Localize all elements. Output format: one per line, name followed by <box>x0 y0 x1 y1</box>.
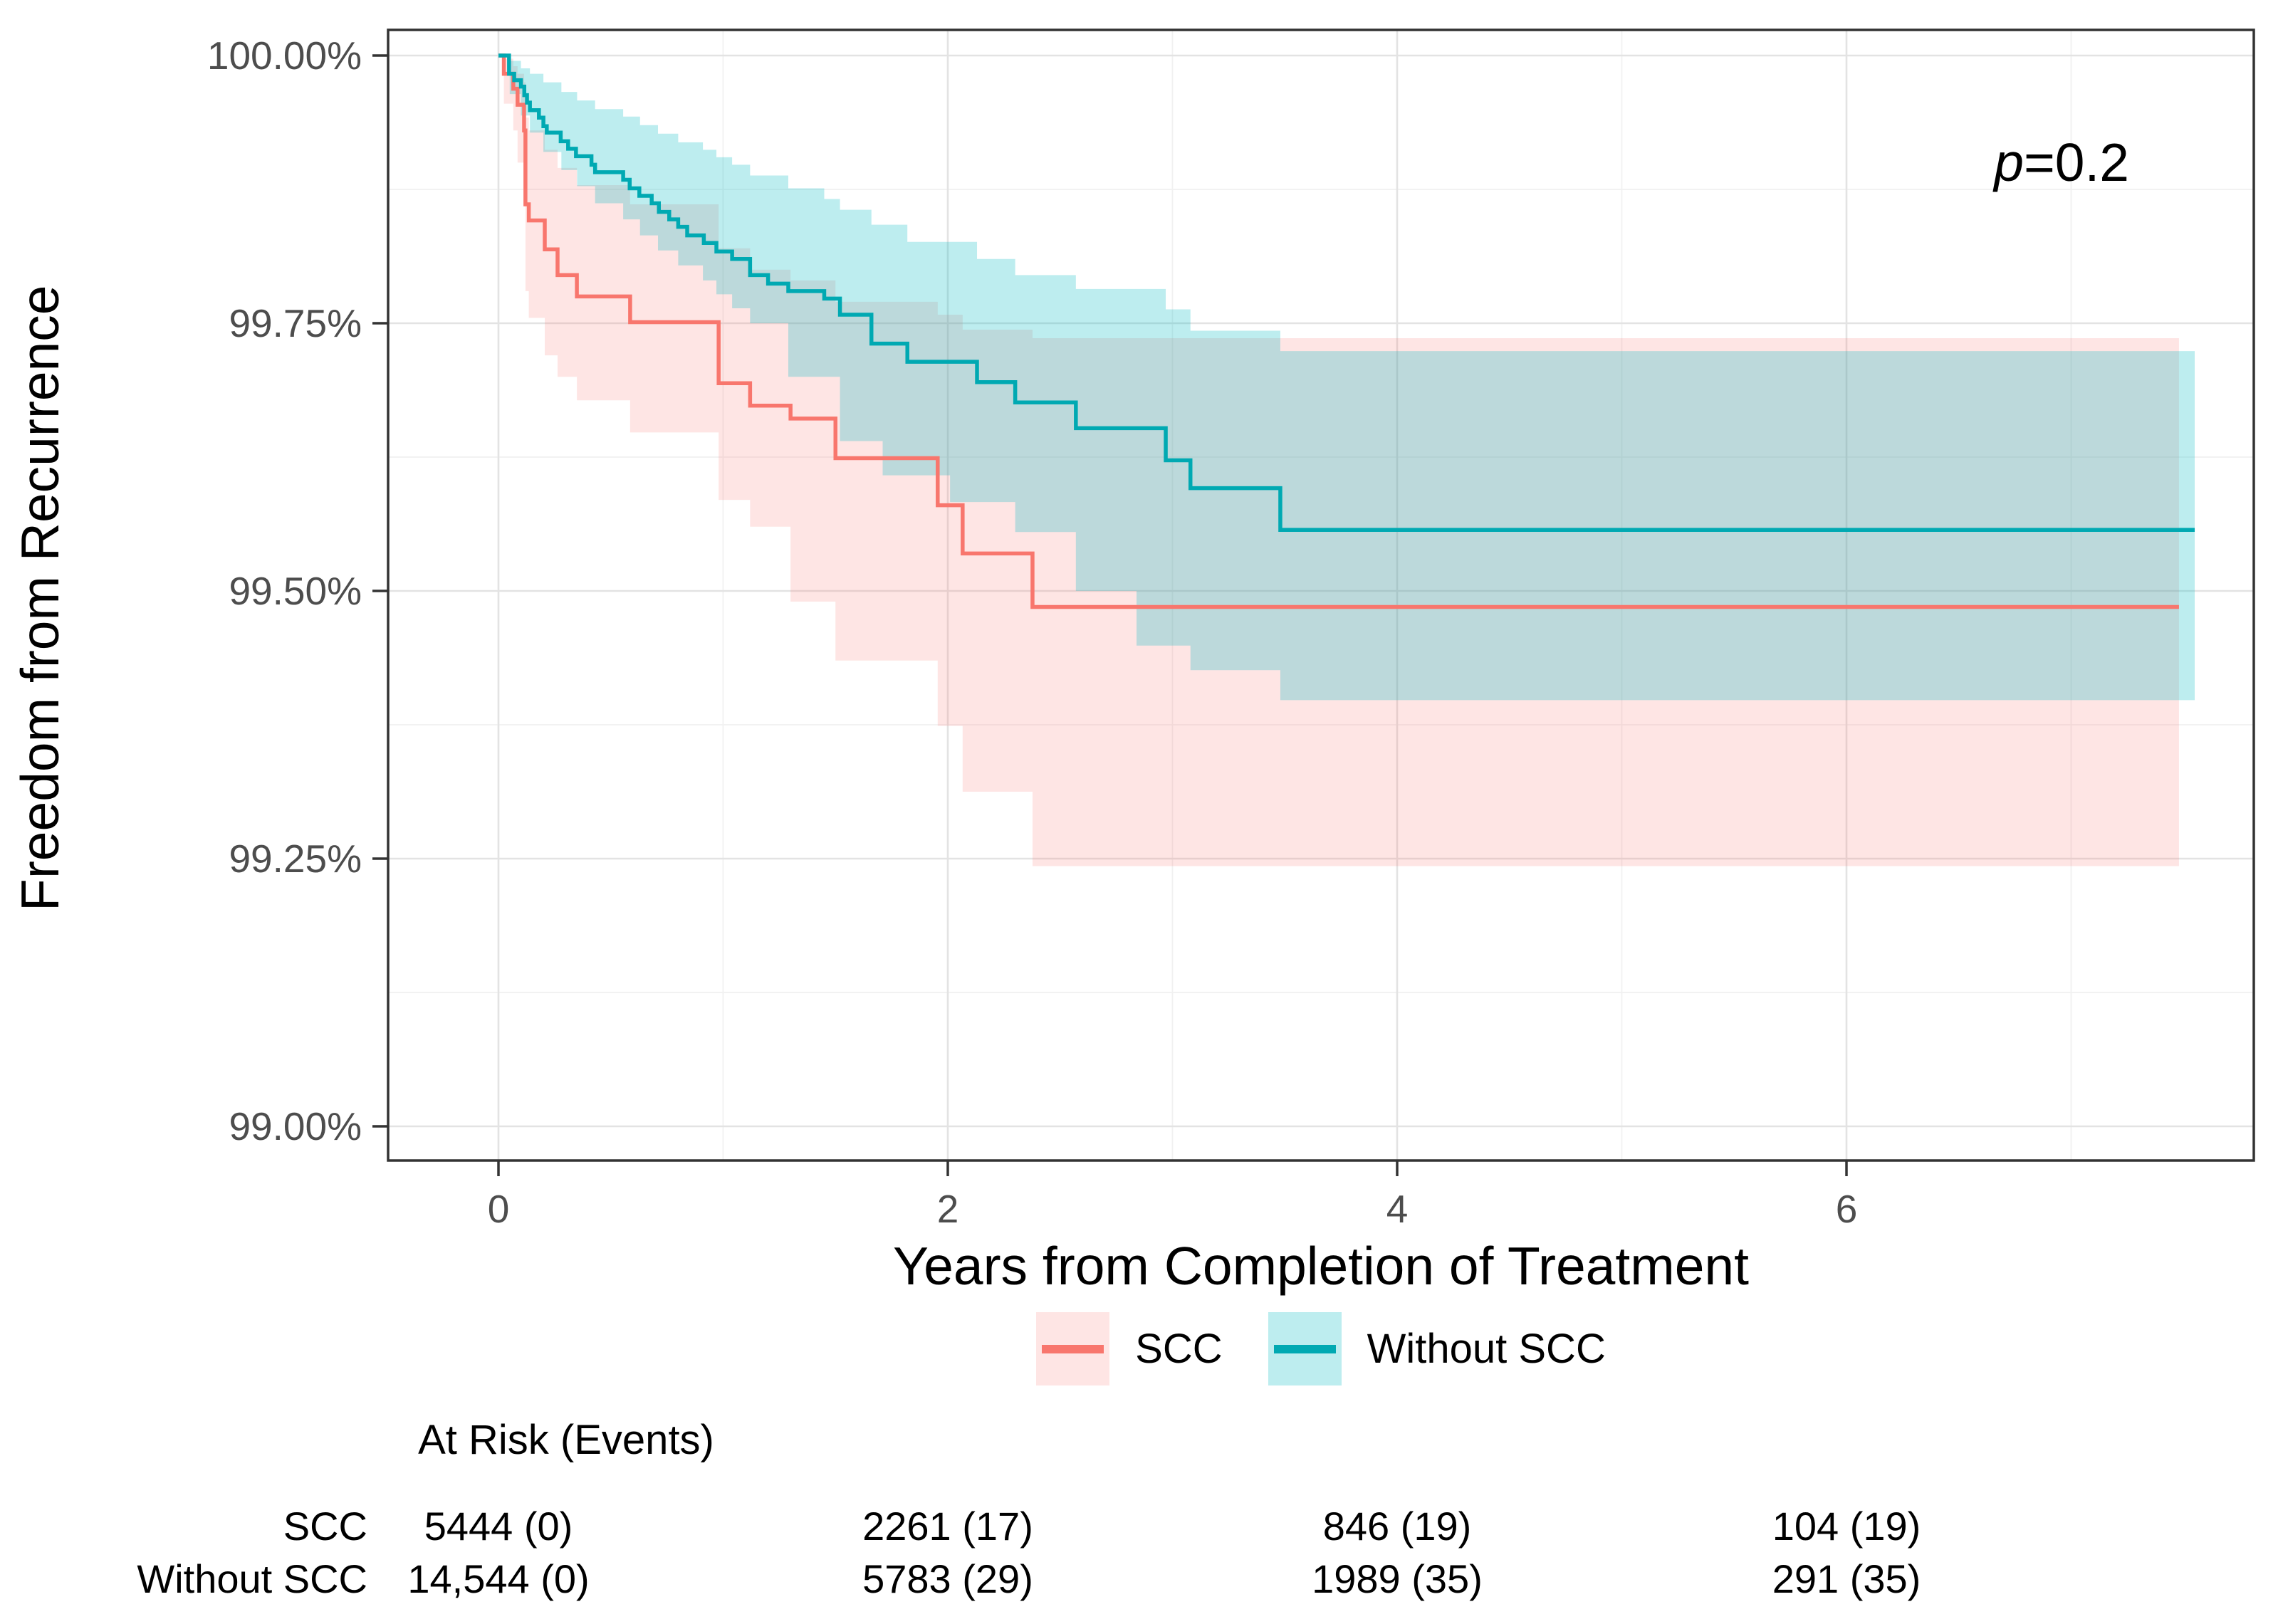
p-value-annotation: p=0.2 <box>1745 132 2129 192</box>
legend-item-scc: SCC <box>1036 1312 1223 1385</box>
x-tick-label-0: 0 <box>487 1187 510 1231</box>
scc-ribbon-swatch-icon <box>1036 1312 1110 1385</box>
legend: SCC Without SCC <box>388 1312 2254 1385</box>
without-scc-ribbon-swatch-icon <box>1268 1312 1342 1385</box>
risk-cell: 5444 (0) <box>424 1504 573 1549</box>
legend-label-scc: SCC <box>1135 1325 1223 1372</box>
y-tick-label-99-25: 99.25% <box>229 837 362 881</box>
x-axis-title: Years from Completion of Treatment <box>893 1236 1749 1296</box>
risk-cell: 846 (19) <box>1322 1504 1472 1549</box>
risk-cell: 14,544 (0) <box>407 1556 590 1601</box>
risk-row-label-scc: SCC <box>283 1504 367 1549</box>
legend-item-without-scc: Without SCC <box>1268 1312 1606 1385</box>
x-tick-label-2: 2 <box>936 1187 959 1231</box>
risk-cell: 5783 (29) <box>862 1556 1033 1601</box>
x-tick-label-4: 4 <box>1386 1187 1409 1231</box>
p-value-text: =0.2 <box>2023 132 2129 192</box>
risk-row-label-without-scc: Without SCC <box>137 1556 367 1601</box>
y-tick-label-99-75: 99.75% <box>229 301 362 345</box>
x-tick-label-6: 6 <box>1835 1187 1858 1231</box>
y-tick-label-99-00: 99.00% <box>229 1104 362 1148</box>
y-tick-label-99-50: 99.50% <box>229 569 362 613</box>
risk-cell: 291 (35) <box>1772 1556 1921 1601</box>
risk-cell: 1989 (35) <box>1312 1556 1483 1601</box>
risk-cell: 2261 (17) <box>862 1504 1033 1549</box>
risk-cell: 104 (19) <box>1772 1504 1921 1549</box>
y-tick-label-100: 100.00% <box>207 33 362 78</box>
risk-table-title: At Risk (Events) <box>418 1417 714 1463</box>
legend-label-without-scc: Without SCC <box>1367 1325 1606 1372</box>
without-scc-line-swatch-icon <box>1273 1345 1336 1353</box>
p-symbol: p <box>1994 132 2024 192</box>
scc-line-swatch-icon <box>1042 1345 1104 1353</box>
